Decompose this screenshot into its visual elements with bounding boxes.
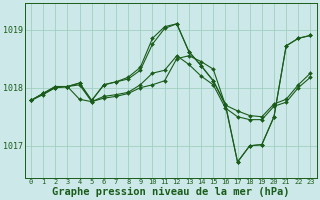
X-axis label: Graphe pression niveau de la mer (hPa): Graphe pression niveau de la mer (hPa) <box>52 186 290 197</box>
